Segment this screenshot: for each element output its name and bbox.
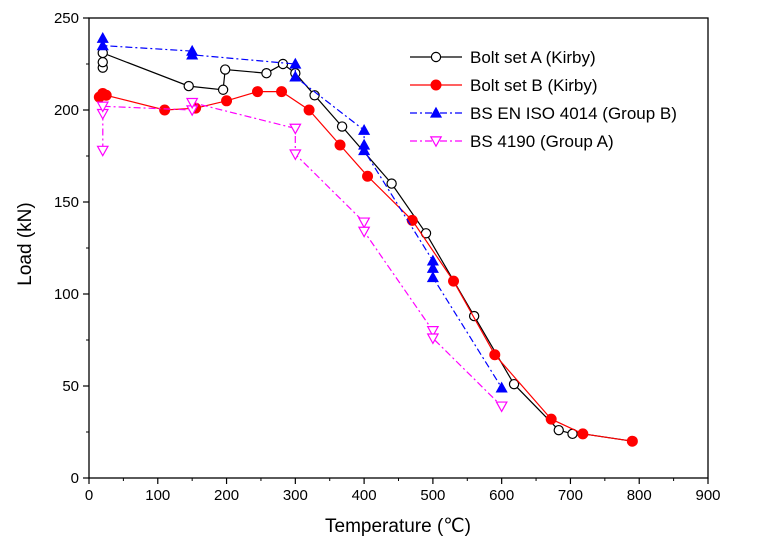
series-2 bbox=[96, 32, 508, 393]
legend-marker-1 bbox=[430, 79, 442, 91]
series-1-point-10 bbox=[362, 170, 374, 182]
x-tick-label-0: 0 bbox=[85, 487, 93, 504]
x-axis-title: Temperature (℃) bbox=[325, 516, 471, 537]
series-0-point-3 bbox=[183, 80, 194, 92]
y-tick-label-200: 200 bbox=[54, 102, 79, 119]
series-2-point-8 bbox=[358, 144, 371, 156]
series-3-point-0 bbox=[96, 145, 109, 157]
series-0-point-7 bbox=[277, 58, 289, 70]
series-3-point-10 bbox=[426, 333, 440, 345]
series-2-point-6 bbox=[358, 124, 371, 135]
legend-label-0: Bolt set A (Kirby) bbox=[470, 48, 596, 67]
series-0-point-11 bbox=[386, 178, 397, 189]
x-tick-label-100: 100 bbox=[145, 487, 170, 504]
series-1-point-7 bbox=[276, 86, 288, 98]
series-3-point-5 bbox=[289, 123, 302, 135]
series-3-point-9 bbox=[426, 326, 440, 338]
series-0-point-15 bbox=[553, 424, 564, 436]
series-1-point-14 bbox=[545, 413, 557, 425]
series-2-point-12 bbox=[495, 381, 508, 393]
axes: 0 100 200 300 400 500 600 700 800 900 0 50 100 150 200… bbox=[54, 10, 721, 504]
plot-frame bbox=[88, 17, 709, 479]
series-3-point-6 bbox=[289, 149, 302, 161]
y-axis-title: Load (kN) bbox=[15, 202, 36, 285]
x-tick-label-900: 900 bbox=[695, 487, 720, 504]
series-1-point-12 bbox=[448, 275, 460, 287]
series-1-point-11 bbox=[406, 214, 418, 226]
y-tick-label-50: 50 bbox=[62, 378, 79, 395]
series-1-point-3 bbox=[159, 104, 171, 116]
series-0-point-4 bbox=[217, 84, 229, 95]
x-tick-label-800: 800 bbox=[627, 487, 652, 504]
series-0-point-1 bbox=[97, 56, 108, 68]
series-0-point-10 bbox=[336, 121, 348, 132]
series-1-point-15 bbox=[577, 428, 589, 440]
series-1-point-2 bbox=[100, 89, 112, 101]
legend-label-3: BS 4190 (Group A) bbox=[470, 132, 614, 151]
series-layer bbox=[93, 32, 638, 447]
legend-marker-2 bbox=[429, 106, 443, 118]
legend-marker-0 bbox=[430, 51, 442, 63]
series-2-point-11 bbox=[426, 271, 439, 283]
series-2-point-3 bbox=[186, 48, 199, 60]
x-tick-label-200: 200 bbox=[214, 487, 239, 504]
series-2-point-4 bbox=[289, 57, 302, 69]
series-3-point-11 bbox=[495, 401, 508, 413]
series-3-point-7 bbox=[357, 217, 371, 229]
series-line-2 bbox=[102, 38, 503, 389]
x-tick-label-400: 400 bbox=[352, 487, 377, 504]
series-3-point-8 bbox=[357, 226, 371, 238]
series-2-point-5 bbox=[289, 70, 302, 82]
series-3-point-2 bbox=[96, 101, 109, 113]
series-1-point-8 bbox=[303, 104, 315, 116]
y-tick-label-100: 100 bbox=[54, 286, 79, 303]
legend-marker-3 bbox=[429, 136, 443, 148]
series-2-point-1 bbox=[96, 39, 109, 51]
x-tick-label-500: 500 bbox=[420, 487, 445, 504]
x-tick-label-700: 700 bbox=[558, 487, 583, 504]
series-3 bbox=[96, 97, 508, 413]
series-line-3 bbox=[102, 101, 503, 407]
x-tick-label-600: 600 bbox=[489, 487, 514, 504]
legend-label-2: BS EN ISO 4014 (Group B) bbox=[470, 104, 677, 123]
series-3-point-4 bbox=[185, 97, 199, 110]
series-0-point-14 bbox=[508, 378, 520, 390]
series-0-point-5 bbox=[219, 64, 231, 75]
legend-label-1: Bolt set B (Kirby) bbox=[470, 76, 598, 95]
series-1-point-9 bbox=[334, 139, 346, 151]
y-tick-label-0: 0 bbox=[71, 470, 79, 487]
y-tick-label-250: 250 bbox=[54, 10, 79, 27]
series-1-point-16 bbox=[626, 435, 638, 447]
series-1-point-13 bbox=[489, 349, 501, 361]
series-1-point-5 bbox=[221, 95, 233, 107]
x-tick-label-300: 300 bbox=[283, 487, 308, 504]
series-0-point-6 bbox=[261, 67, 272, 79]
y-tick-label-150: 150 bbox=[54, 194, 79, 211]
legend: Bolt set A (Kirby) Bolt set B (Kirby) BS E… bbox=[410, 48, 677, 151]
series-1-point-6 bbox=[252, 86, 264, 98]
